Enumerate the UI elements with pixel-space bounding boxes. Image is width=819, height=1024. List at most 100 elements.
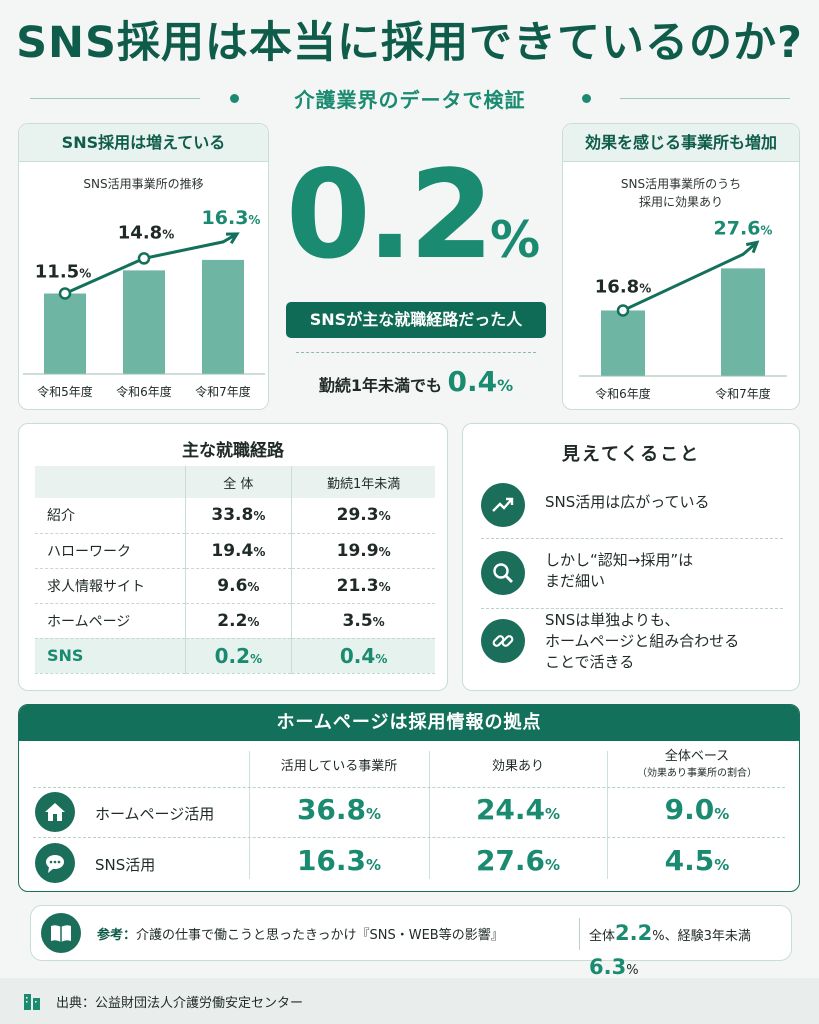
under-one-year-unit: % xyxy=(497,376,514,395)
homepage-using-value: 36.8% xyxy=(249,793,429,826)
link-icon xyxy=(481,619,525,663)
category-label: 令和7年度 xyxy=(195,384,251,399)
insight-line: SNSは単独よりも、 xyxy=(545,611,680,629)
data-label: 27.6% xyxy=(714,217,773,239)
sns-main-route-label: SNSが主な就職経路だった人 xyxy=(286,302,546,338)
insight-item: SNS活用は広がっている xyxy=(481,478,785,538)
reference-all-label: 全体 xyxy=(589,929,616,944)
sns-main-route-stat: 0.2% xyxy=(283,140,543,315)
route-label: SNS xyxy=(35,638,185,674)
page-title: SNS採用は本当に採用できているのか? xyxy=(16,18,803,68)
table-row: 求人情報サイト 9.6% 21.3% xyxy=(35,568,435,604)
route-value-under1: 0.4% xyxy=(291,638,435,674)
bar xyxy=(202,259,244,374)
insight-line: ホームページと組み合わせる xyxy=(545,632,740,650)
insight-item: しかし“認知→採用”は まだ細い xyxy=(481,546,785,606)
effect-card: 効果を感じる事業所も増加 SNS活用事業所のうち 採用に効果あり 令和6年度 令和… xyxy=(562,123,800,410)
value-number: 24.4 xyxy=(475,793,546,826)
homepage-card: ホームページは採用情報の拠点 活用している事業所 効果あり 全体ベース （効果あ… xyxy=(18,704,800,892)
sns-using-value: 16.3% xyxy=(249,844,429,877)
value-number: 4.5 xyxy=(664,844,715,877)
bar xyxy=(44,293,86,374)
col-header-overall-note: （効果あり事業所の割合） xyxy=(637,768,757,779)
highlight-divider xyxy=(296,352,536,353)
value-unit: % xyxy=(545,856,561,874)
table-row: 紹介 33.8% 29.3% xyxy=(35,498,435,534)
homepage-title: ホームページは採用情報の拠点 xyxy=(19,705,799,741)
category-label: 令和6年度 xyxy=(116,384,172,399)
sns-growth-chart: 令和5年度 令和6年度 令和7年度 11.5% 14.8% 16.3% xyxy=(23,207,265,399)
route-value-all: 33.8% xyxy=(184,498,292,534)
job-routes-table: 全 体 勤続1年未満 紹介 33.8% 29.3% ハローワーク 19.4% 19.9% 求… xyxy=(35,466,435,674)
footer: 出典：公益財団法人介護労働安定センター xyxy=(0,978,819,1024)
table-header-all: 全 体 xyxy=(184,466,292,498)
insights-title: 見えてくること xyxy=(561,444,701,465)
route-value-under1: 29.3% xyxy=(291,498,435,534)
house-icon xyxy=(35,792,75,832)
value-number: 9.0 xyxy=(664,793,715,826)
trend-point xyxy=(616,304,630,317)
sns-main-route-value: 0.2 xyxy=(285,144,494,286)
insight-divider xyxy=(481,608,783,609)
subtitle-dot-left xyxy=(230,94,239,103)
route-label: 求人情報サイト xyxy=(35,568,185,604)
trend-arrowhead xyxy=(225,232,240,245)
col-header-overall: 全体ベース （効果あり事業所の割合） xyxy=(607,749,787,782)
reference-prefix: 参考： xyxy=(97,928,137,943)
route-value-all: 9.6% xyxy=(184,568,292,604)
page-subtitle: 介護業界のデータで検証 xyxy=(294,88,526,112)
sns-row-label: SNS活用 xyxy=(95,856,156,874)
bar xyxy=(601,310,645,376)
under-one-year-value: 0.4 xyxy=(447,365,498,398)
route-value-all: 0.2% xyxy=(184,638,292,674)
col-divider xyxy=(249,751,250,879)
table-row: ホームページ 2.2% 3.5% xyxy=(35,603,435,639)
effect-chart: 令和6年度 令和7年度 16.8% 27.6% xyxy=(579,217,787,401)
homepage-overall-value: 9.0% xyxy=(607,793,787,826)
source-text: 出典：公益財団法人介護労働安定センター xyxy=(56,996,304,1011)
sns-overall-value: 4.5% xyxy=(607,844,787,877)
sns-main-route-unit: % xyxy=(490,211,541,269)
under-one-year-stat: 勤続1年未満でも 0.4% xyxy=(283,362,549,406)
table-header-under1: 勤続1年未満 xyxy=(291,466,435,498)
insight-line: しかし“認知→採用”は xyxy=(545,551,694,569)
reference-divider xyxy=(579,918,580,950)
table-header-row: 全 体 勤続1年未満 xyxy=(35,466,435,498)
sns-growth-caption: SNS活用事業所の推移 xyxy=(83,177,204,191)
data-label: 16.8% xyxy=(595,276,651,297)
value-number: 16.3 xyxy=(296,844,367,877)
sns-effect-value: 27.6% xyxy=(429,844,607,877)
sns-growth-card: SNS採用は増えている SNS活用事業所の推移 令和5年度 令和6年度 令和7年度 1… xyxy=(18,123,269,410)
sns-growth-title: SNS採用は増えている xyxy=(19,124,268,162)
route-value-under1: 21.3% xyxy=(291,568,435,604)
route-value-all: 19.4% xyxy=(184,533,292,569)
reference-unit: % xyxy=(626,963,639,978)
route-label: 紹介 xyxy=(35,498,185,534)
book-icon xyxy=(41,913,81,953)
data-label: 14.8% xyxy=(118,222,174,243)
subtitle-dot-right xyxy=(582,94,591,103)
col-divider xyxy=(429,751,430,879)
magnifier-icon xyxy=(481,551,525,595)
row-divider xyxy=(33,787,785,788)
trend-point xyxy=(137,252,151,265)
insights-card: 見えてくること SNS活用は広がっている しかし“認知→採用”は まだ細い SN… xyxy=(462,423,800,691)
trend-arrowhead xyxy=(745,240,760,254)
value-number: 36.8 xyxy=(296,793,367,826)
insight-divider xyxy=(481,538,783,539)
effect-caption-line2: 採用に効果あり xyxy=(638,195,723,209)
insight-text: SNSは単独よりも、 ホームページと組み合わせる ことで活きる xyxy=(545,610,785,673)
building-icon xyxy=(24,994,40,1010)
data-label: 11.5% xyxy=(35,262,91,283)
route-value-under1: 19.9% xyxy=(291,533,435,569)
table-row: SNS 0.2% 0.4% xyxy=(35,638,435,674)
category-label: 令和7年度 xyxy=(715,386,771,401)
job-routes-title: 主な就職経路 xyxy=(182,441,284,461)
route-value-all: 2.2% xyxy=(184,603,292,639)
reference-exp-label: %、経験3年未満 xyxy=(652,929,751,944)
bar xyxy=(123,270,165,374)
trend-line xyxy=(64,232,238,295)
route-value-under1: 3.5% xyxy=(291,603,435,639)
insight-text: SNS活用は広がっている xyxy=(545,492,785,513)
trend-up-icon xyxy=(481,483,525,527)
